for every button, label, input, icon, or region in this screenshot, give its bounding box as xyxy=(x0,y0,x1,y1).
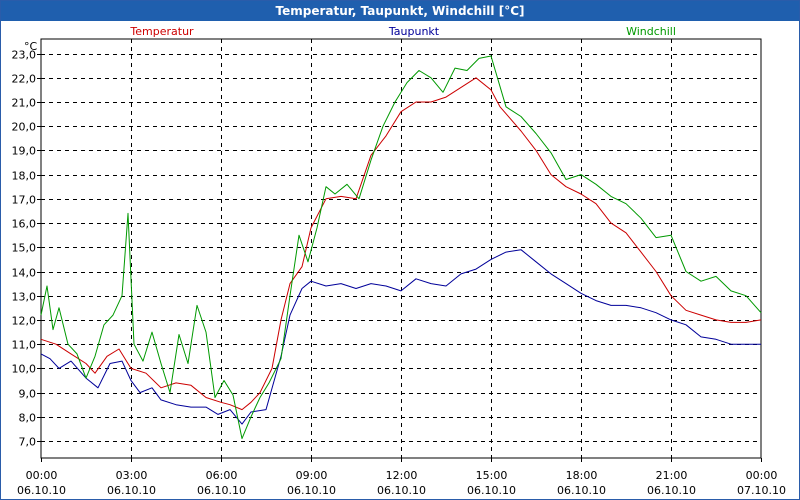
y-tick-label: 14,0 xyxy=(12,267,37,280)
y-tick-label: 16,0 xyxy=(12,218,37,231)
legend: Temperatur Taupunkt Windchill xyxy=(129,25,676,38)
x-tick-time-label: 15:00 xyxy=(476,469,508,482)
y-tick-label: 7,0 xyxy=(19,436,37,449)
y-tick-label: 15,0 xyxy=(12,242,37,255)
legend-entry-windchill: Windchill xyxy=(626,25,676,38)
x-tick-time-label: 09:00 xyxy=(296,469,328,482)
x-tick-date-label: 06.10.10 xyxy=(377,484,426,497)
x-tick-time-label: 18:00 xyxy=(566,469,598,482)
y-tick-label: 19,0 xyxy=(12,145,37,158)
y-tick-label: 17,0 xyxy=(12,194,37,207)
y-tick-label: 20,0 xyxy=(12,121,37,134)
x-tick-date-label: 07.10.10 xyxy=(737,484,786,497)
x-tick-date-label: 06.10.10 xyxy=(557,484,606,497)
y-tick-label: 11,0 xyxy=(12,339,37,352)
legend-entry-taupunkt: Taupunkt xyxy=(388,25,440,38)
series-lines xyxy=(40,55,762,440)
x-axis: 00:00 06.10.10 03:00 06.10.10 06:00 06.10.10 0… xyxy=(17,458,786,497)
y-tick-label: 9,0 xyxy=(19,388,37,401)
x-tick-time-label: 00:00 xyxy=(26,469,58,482)
series-line-taupunkt xyxy=(40,249,761,425)
legend-entry-temperatur: Temperatur xyxy=(129,25,194,38)
x-tick-date-label: 06.10.10 xyxy=(107,484,156,497)
x-tick-date-label: 06.10.10 xyxy=(467,484,516,497)
y-tick-label: 10,0 xyxy=(12,363,37,376)
y-tick-label: 13,0 xyxy=(12,291,37,304)
series-line-windchill xyxy=(40,55,762,440)
x-tick-date-label: 06.10.10 xyxy=(17,484,66,497)
y-tick-label: 18,0 xyxy=(12,170,37,183)
x-tick-date-label: 06.10.10 xyxy=(647,484,696,497)
y-tick-label: 23,0 xyxy=(12,49,37,62)
y-tick-label: 8,0 xyxy=(19,412,37,425)
x-tick-time-label: 03:00 xyxy=(116,469,148,482)
x-tick-time-label: 12:00 xyxy=(386,469,418,482)
window-title: Temperatur, Taupunkt, Windchill [°C] xyxy=(1,1,799,21)
y-tick-label: 21,0 xyxy=(12,97,37,110)
series-line-temperatur xyxy=(40,77,762,411)
y-tick-label: 12,0 xyxy=(12,315,37,328)
x-tick-time-label: 21:00 xyxy=(656,469,688,482)
y-axis-label: °C xyxy=(24,40,38,53)
x-tick-date-label: 06.10.10 xyxy=(287,484,336,497)
y-axis: 7,0 8,0 9,0 10,0 11,0 12,0 13,0 14,0 15,0 16,0 17,… xyxy=(12,49,41,449)
x-tick-time-label: 00:00 xyxy=(746,469,778,482)
x-tick-date-label: 06.10.10 xyxy=(197,484,246,497)
grid xyxy=(41,39,761,458)
x-tick-time-label: 06:00 xyxy=(206,469,238,482)
y-tick-label: 22,0 xyxy=(12,73,37,86)
